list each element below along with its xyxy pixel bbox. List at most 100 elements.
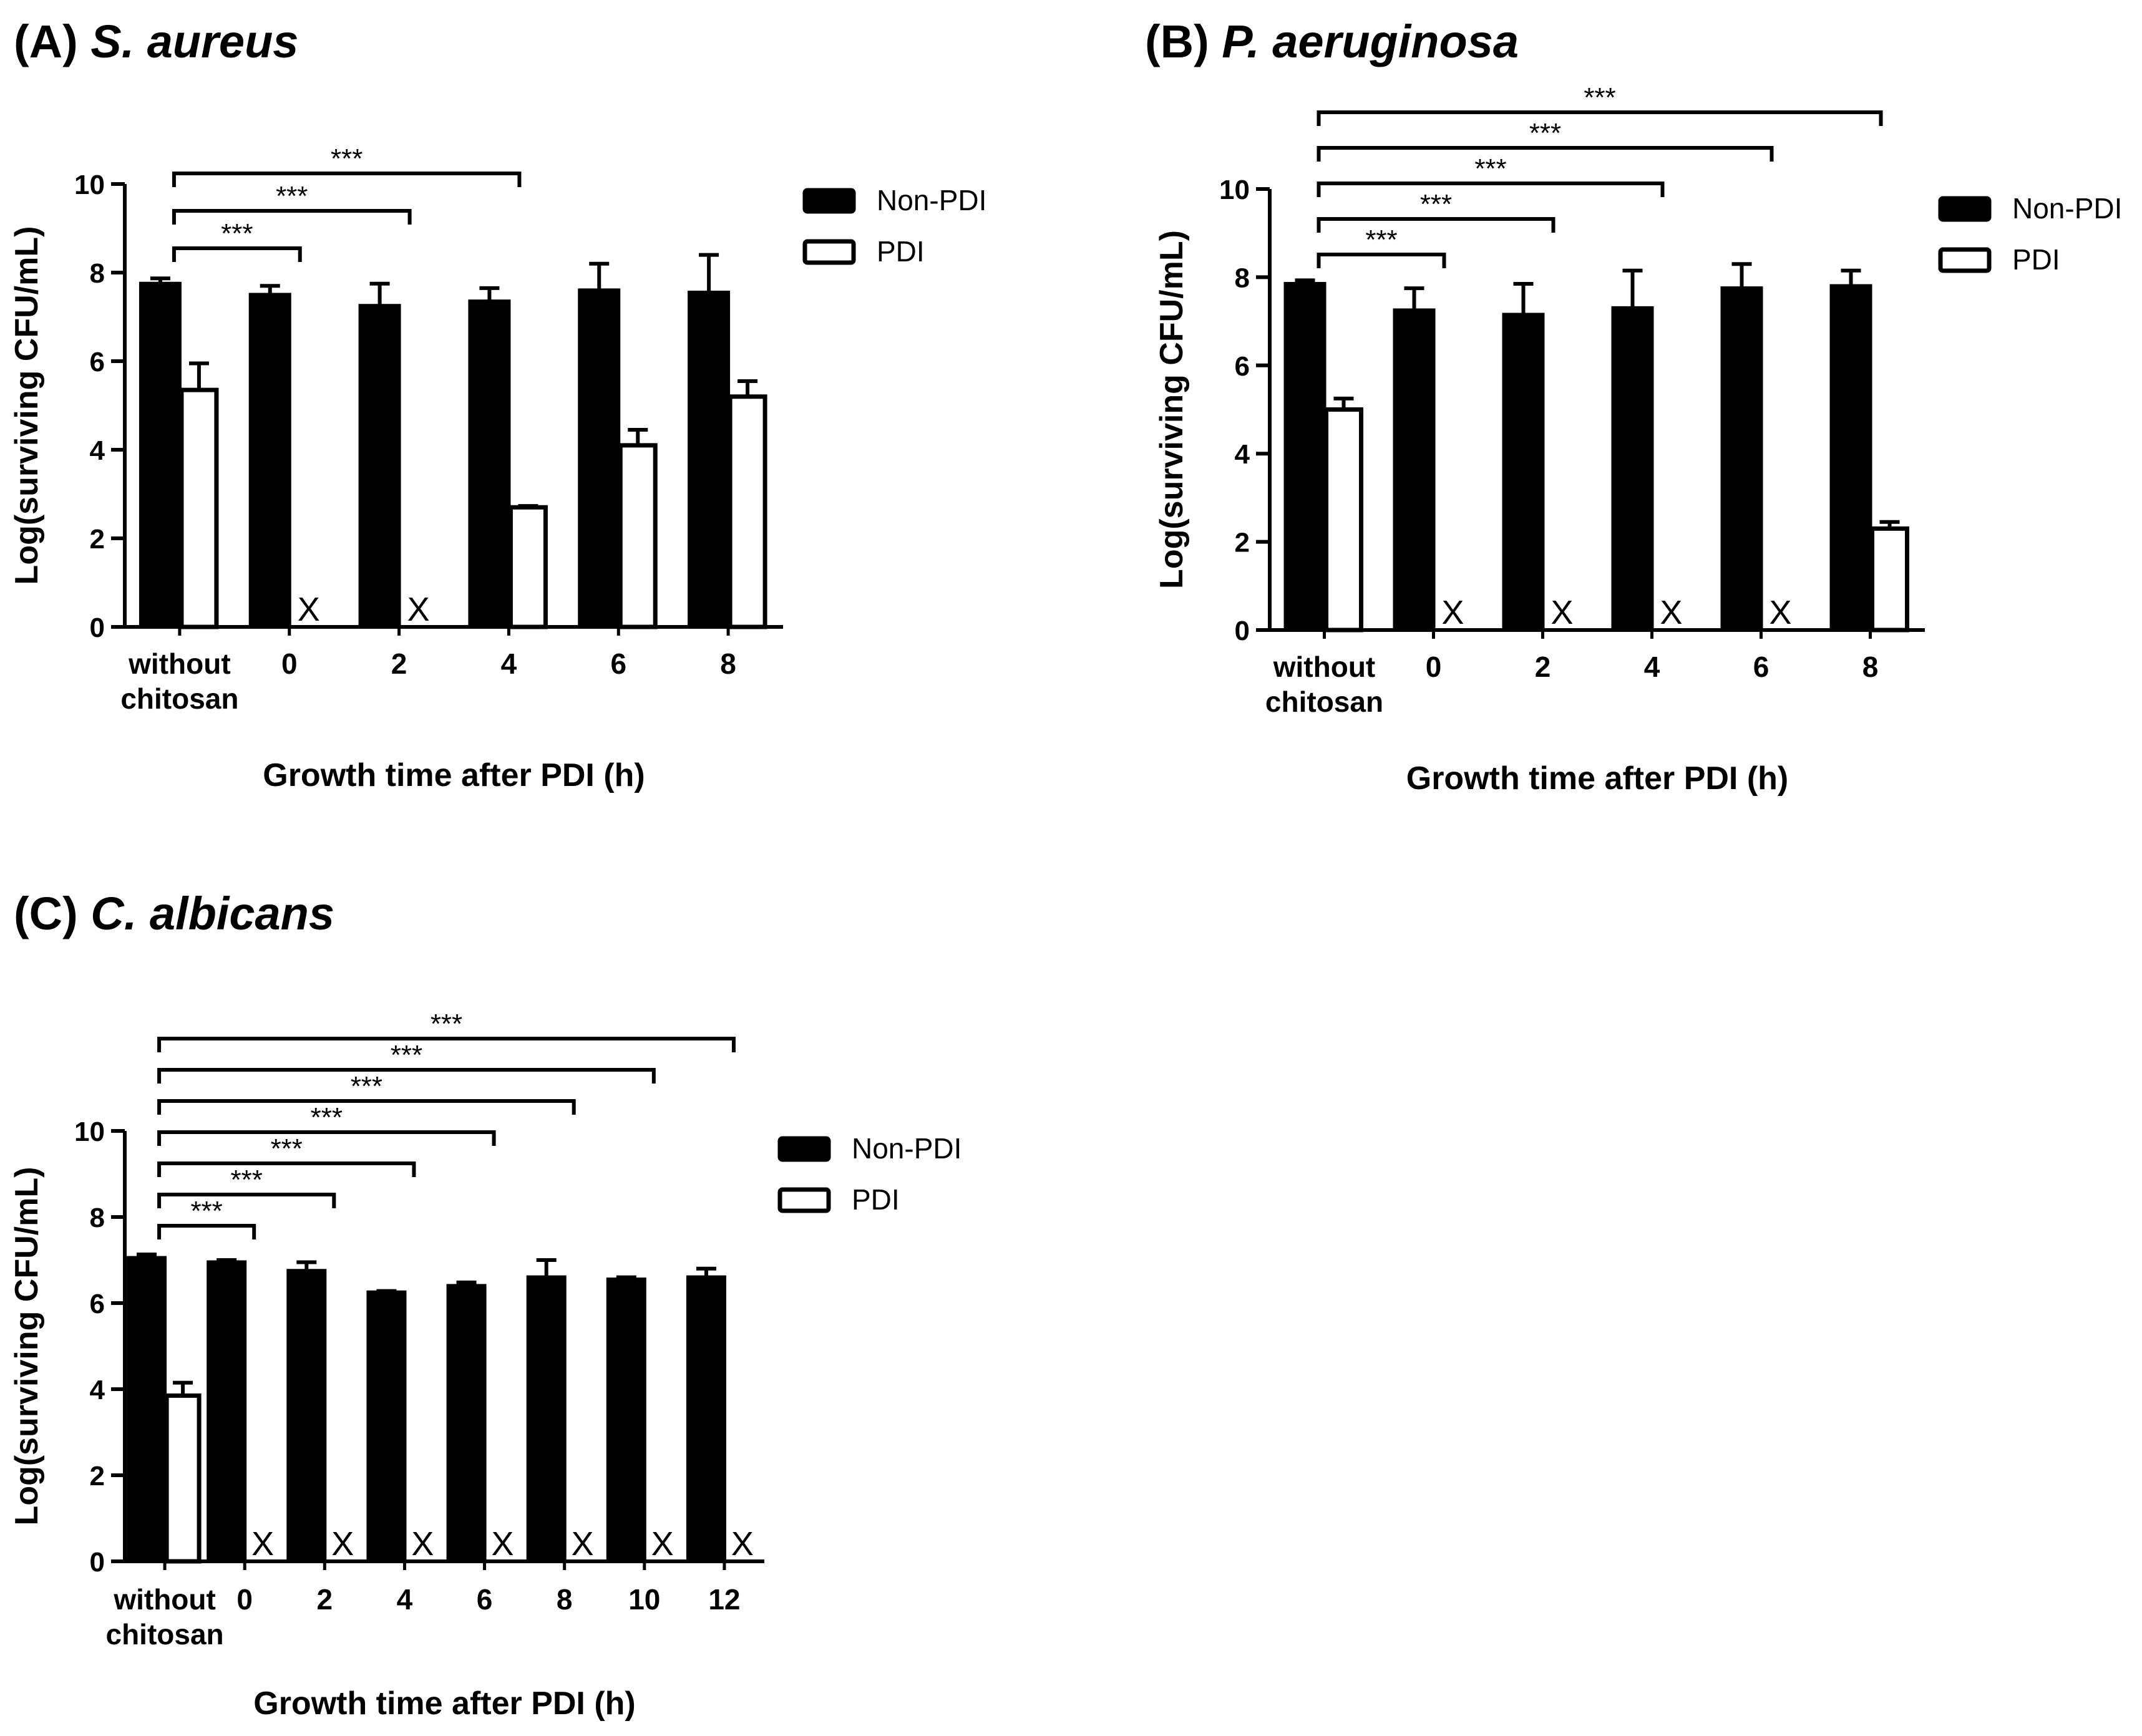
- x-tick-label: 6: [610, 647, 626, 680]
- bar-non-pdi: [1502, 313, 1545, 632]
- bar-non-pdi: [207, 1260, 247, 1563]
- organism-name: C. albicans: [78, 888, 334, 939]
- significance-label: ***: [391, 1040, 422, 1070]
- x-tick-label: 8: [1862, 651, 1879, 683]
- bar-pdi: [179, 387, 219, 629]
- y-tick-label: 4: [90, 1375, 105, 1405]
- undetected-x-marker: X: [411, 1525, 434, 1563]
- legend-label-pdi: PDI: [877, 235, 925, 268]
- bar-non-pdi: [446, 1284, 487, 1563]
- bar-non-pdi: [606, 1278, 646, 1564]
- significance-label: ***: [276, 181, 308, 211]
- significance-label: ***: [1529, 118, 1561, 148]
- x-tick-label: 6: [1753, 651, 1770, 683]
- bar-non-pdi: [468, 299, 511, 629]
- chart-panel-b: (B) P. aeruginosa 0 2 4 6 8 10 Log(surviving CF…: [1145, 16, 2122, 797]
- significance-label: ***: [1474, 153, 1506, 184]
- significance-bracket: [172, 209, 412, 225]
- bar-non-pdi: [688, 290, 731, 629]
- bar-non-pdi: [139, 281, 182, 629]
- x-axis-label: Growth time after PDI (h): [263, 757, 645, 793]
- undetected-x-marker: X: [1769, 594, 1791, 631]
- panel-label: (A): [14, 16, 78, 67]
- significance-bracket: [157, 1068, 656, 1084]
- y-tick-label: 0: [90, 613, 105, 643]
- y-tick-label: 8: [1235, 263, 1250, 293]
- x-tick-label: 0: [236, 1583, 253, 1616]
- significance-label: ***: [331, 143, 363, 174]
- x-tick-label: 12: [708, 1583, 740, 1616]
- organism-name: S. aureus: [78, 16, 299, 67]
- legend-swatch-pdi: [802, 239, 856, 265]
- legend-swatch-non-pdi: [777, 1136, 831, 1162]
- bar-non-pdi: [1611, 306, 1654, 632]
- bar-non-pdi: [248, 293, 291, 629]
- significance-bracket: [1317, 146, 1774, 162]
- y-tick-label: 8: [90, 1203, 105, 1233]
- panel-title: (C) C. albicans: [14, 888, 334, 939]
- x-tick-label: chitosan: [105, 1618, 223, 1651]
- bar-pdi: [728, 394, 767, 629]
- significance-bracket: [157, 1037, 736, 1052]
- x-tick-label: without: [128, 647, 231, 680]
- legend-swatch-non-pdi: [1938, 196, 1992, 222]
- legend-label-pdi: PDI: [852, 1183, 900, 1216]
- significance-bracket: [172, 246, 302, 262]
- legend-swatch-pdi: [1938, 247, 1992, 273]
- x-tick-label: chitosan: [120, 682, 238, 715]
- panel-label: (B): [1145, 16, 1209, 67]
- bar-non-pdi: [358, 304, 401, 629]
- significance-label: ***: [1365, 225, 1397, 255]
- significance-label: ***: [221, 218, 253, 249]
- bar-non-pdi: [1829, 284, 1872, 633]
- bar-non-pdi: [286, 1269, 327, 1563]
- significance-label: ***: [431, 1009, 462, 1039]
- bar-pdi: [164, 1393, 202, 1564]
- x-tick-label: 10: [628, 1583, 660, 1616]
- y-tick-label: 10: [1219, 175, 1250, 205]
- y-tick-label: 8: [90, 258, 105, 289]
- significance-label: ***: [311, 1102, 343, 1133]
- legend-swatch-pdi: [777, 1187, 831, 1213]
- y-tick-label: 0: [1235, 616, 1250, 646]
- significance-bracket: [157, 1130, 496, 1146]
- organism-name: P. aeruginosa: [1209, 16, 1519, 67]
- x-tick-label: without: [1273, 651, 1376, 683]
- bar-non-pdi: [1393, 308, 1436, 632]
- bar-non-pdi: [578, 288, 621, 629]
- y-tick-label: 10: [74, 1117, 105, 1147]
- legend-label-non-pdi: Non-PDI: [2012, 192, 2122, 225]
- panel-label: (C): [14, 888, 78, 939]
- significance-label: ***: [231, 1165, 263, 1195]
- x-tick-label: 2: [391, 647, 407, 680]
- significance-bracket: [157, 1099, 576, 1115]
- bar-non-pdi: [127, 1256, 167, 1564]
- undetected-x-marker: X: [251, 1525, 274, 1563]
- chart-panel-c: (C) C. albicans 0 2 4 6 8 10 Log(surviving CFU/…: [9, 888, 961, 1722]
- y-tick-label: 4: [1235, 439, 1250, 470]
- bar-pdi: [1870, 526, 1909, 633]
- undetected-x-marker: X: [731, 1525, 754, 1563]
- x-tick-label: 0: [1426, 651, 1442, 683]
- bar-non-pdi: [686, 1275, 726, 1563]
- bar-pdi: [1324, 407, 1363, 633]
- y-tick-label: 6: [1235, 351, 1250, 382]
- significance-label: ***: [271, 1133, 303, 1164]
- bar-non-pdi: [1283, 282, 1327, 632]
- undetected-x-marker: X: [407, 591, 430, 628]
- undetected-x-marker: X: [492, 1525, 514, 1563]
- legend-label-pdi: PDI: [2012, 243, 2060, 276]
- x-tick-label: 2: [317, 1583, 333, 1616]
- significance-bracket: [1317, 182, 1665, 197]
- y-axis-label: Log(surviving CFU/mL): [9, 1167, 45, 1526]
- bar-non-pdi: [526, 1275, 567, 1563]
- legend-label-non-pdi: Non-PDI: [852, 1132, 961, 1165]
- significance-bracket: [157, 1161, 416, 1177]
- undetected-x-marker: X: [331, 1525, 354, 1563]
- legend-label-non-pdi: Non-PDI: [877, 184, 986, 216]
- significance-bracket: [1317, 253, 1446, 268]
- panel-title: (A) S. aureus: [14, 16, 298, 67]
- y-tick-label: 0: [90, 1547, 105, 1578]
- significance-label: ***: [351, 1071, 382, 1102]
- significance-bracket: [1317, 217, 1555, 233]
